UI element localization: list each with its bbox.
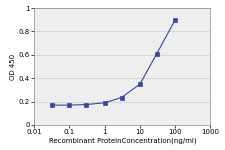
X-axis label: Recombinant ProteinConcentration(ng/ml): Recombinant ProteinConcentration(ng/ml) <box>49 138 196 144</box>
Y-axis label: OD 450: OD 450 <box>10 53 16 80</box>
